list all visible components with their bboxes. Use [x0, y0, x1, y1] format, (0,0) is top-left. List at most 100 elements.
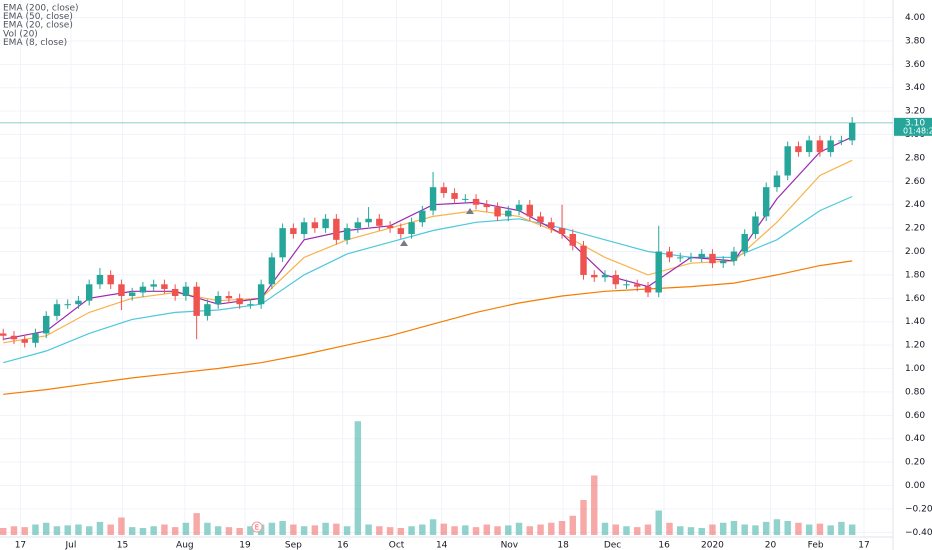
volume-bar — [591, 475, 598, 535]
volume-bar — [569, 515, 576, 535]
x-tick-label: 17 — [15, 541, 26, 550]
volume-bar — [709, 524, 716, 535]
legend-entry: EMA (200, close) — [3, 4, 79, 14]
volume-bar — [795, 522, 802, 535]
candle-body — [64, 304, 71, 306]
candle-body — [827, 140, 834, 153]
candle-body — [236, 298, 243, 305]
x-tick-label: Nov — [501, 541, 519, 550]
volume-pane — [0, 421, 856, 535]
candle-body — [354, 222, 362, 229]
y-tick-label: 1.20 — [905, 341, 925, 351]
volume-bar — [601, 522, 609, 535]
candle-body — [719, 260, 727, 264]
candle-body — [85, 284, 93, 301]
candle-body — [687, 257, 695, 259]
volume-bar — [505, 525, 512, 535]
candle-body — [290, 228, 297, 234]
candle-body — [805, 140, 813, 153]
y-tick-label: 2.00 — [905, 247, 925, 257]
candle-body — [580, 245, 587, 275]
candle-body — [193, 286, 200, 316]
volume-bar — [440, 523, 448, 535]
candle-body — [762, 187, 770, 217]
candle-body — [0, 333, 7, 336]
volume-bar — [150, 526, 157, 535]
candle-body — [548, 222, 555, 229]
candle-body — [784, 146, 791, 176]
candle-body — [128, 292, 136, 296]
volume-bar — [386, 527, 394, 535]
volume-bar — [827, 525, 834, 535]
volume-bar — [548, 522, 555, 535]
candle-body — [591, 274, 598, 278]
volume-bar — [42, 522, 50, 535]
legend: EMA (200, close)EMA (50, close)EMA (20, … — [3, 4, 79, 48]
volume-bar — [333, 523, 340, 535]
candle-body — [343, 228, 351, 240]
volume-bar — [214, 526, 222, 535]
candle-body — [365, 218, 372, 223]
candle-body — [386, 225, 394, 229]
volume-bar — [75, 524, 82, 535]
volume-bar — [687, 527, 695, 535]
y-tick-label: 0.20 — [905, 458, 925, 468]
candle-body — [537, 216, 544, 223]
candle-body — [730, 251, 738, 261]
volume-bar — [634, 527, 641, 535]
candle-body — [429, 187, 437, 211]
candle-body — [526, 204, 534, 217]
volume-bar — [773, 519, 781, 535]
y-tick-label: 2.60 — [905, 177, 925, 187]
candle-body — [709, 253, 716, 264]
candle-body — [440, 187, 448, 194]
legend-entry: EMA (20, close) — [3, 21, 73, 31]
candle-body — [322, 218, 329, 229]
volume-bar — [300, 526, 308, 535]
candle-body — [257, 284, 265, 305]
volume-bar — [161, 524, 168, 535]
legend-entry: Vol (20) — [3, 29, 38, 39]
candle-body — [53, 304, 61, 316]
candle-body — [107, 274, 114, 285]
candle-body — [32, 333, 39, 343]
volume-bar — [354, 421, 362, 535]
x-tick-label: Dec — [604, 541, 621, 550]
candle-body — [161, 284, 168, 289]
candle-body — [279, 228, 286, 258]
volume-bar — [193, 513, 200, 535]
y-tick-label: 1.00 — [905, 364, 925, 374]
volume-bar — [10, 526, 18, 535]
x-tick-label: 17 — [858, 541, 869, 550]
volume-bar — [677, 526, 684, 535]
x-tick-label: 16 — [658, 541, 670, 550]
candle-body — [494, 207, 501, 217]
volume-bar — [462, 525, 469, 535]
y-tick-label: −0.20 — [905, 504, 932, 514]
volume-bar — [558, 521, 566, 535]
y-tick-label: 1.60 — [905, 294, 925, 304]
x-tick-label: Sep — [285, 541, 302, 550]
candle-body — [483, 204, 491, 208]
legend-entry: EMA (8, close) — [3, 38, 67, 48]
candle-body — [816, 140, 824, 153]
volume-bar — [171, 527, 179, 535]
candle-body — [838, 140, 845, 142]
volume-bar — [21, 527, 28, 535]
volume-bar — [311, 525, 319, 535]
volume-bar — [644, 524, 652, 535]
candle-body — [75, 300, 82, 305]
volume-bar — [397, 528, 405, 535]
candle-body — [451, 193, 458, 199]
x-tick-label: 2020 — [701, 541, 724, 550]
candle-body — [171, 288, 179, 296]
volume-bar — [472, 527, 480, 535]
candle-body — [300, 222, 308, 234]
candle-body — [795, 146, 802, 153]
volume-bar — [376, 526, 383, 535]
volume-bar — [698, 528, 705, 535]
volume-bar — [182, 522, 190, 535]
axes: 4.003.803.603.403.203.002.802.602.402.20… — [0, 13, 932, 550]
volume-bar — [247, 526, 254, 535]
earnings-label: E — [255, 524, 259, 532]
